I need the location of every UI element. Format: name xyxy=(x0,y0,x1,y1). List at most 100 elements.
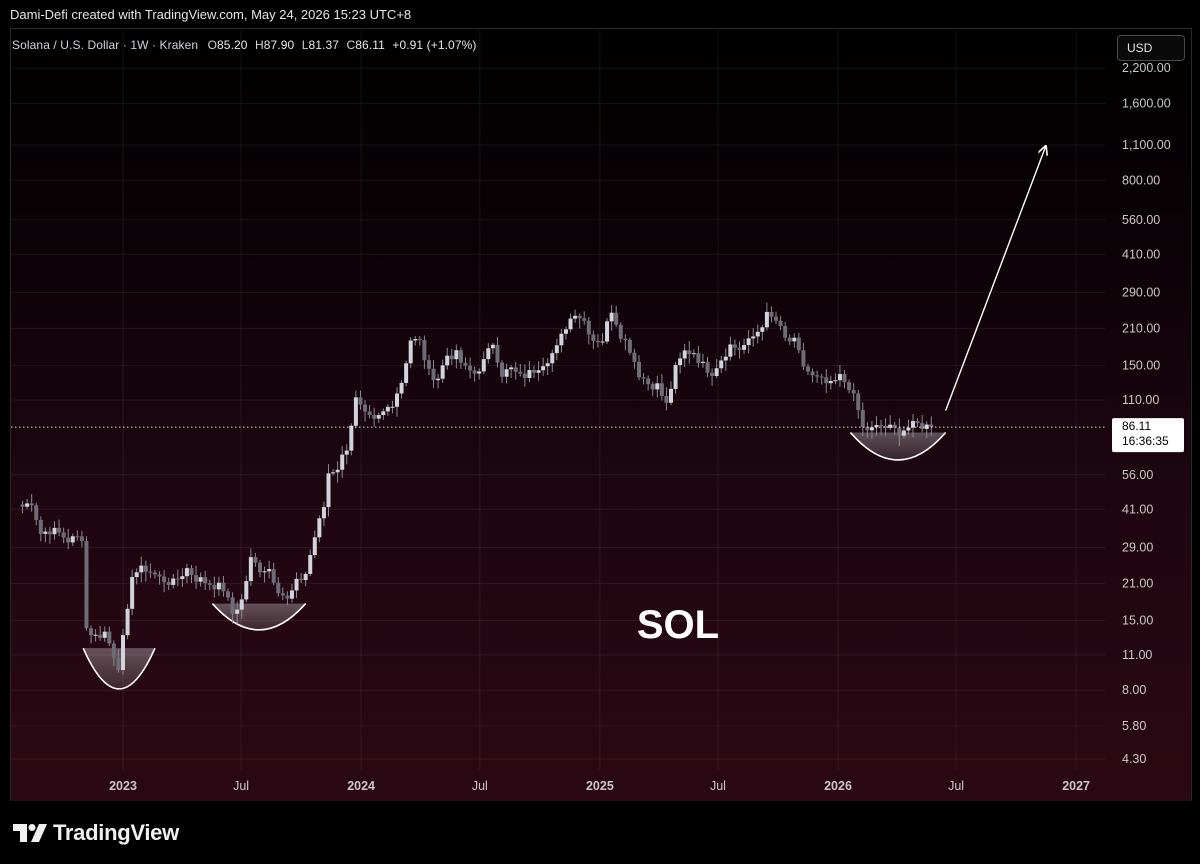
candle-body-down xyxy=(737,347,742,350)
candle-body-up xyxy=(198,577,203,582)
price-tick-label: 290.00 xyxy=(1122,286,1160,300)
candle-body-up xyxy=(445,355,450,366)
candle xyxy=(796,333,801,354)
candle xyxy=(29,494,34,512)
candle xyxy=(687,341,692,364)
candle xyxy=(605,318,610,344)
projection-arrow xyxy=(944,147,1046,411)
candle-body-up xyxy=(605,321,610,342)
price-tick-label: 15.00 xyxy=(1122,614,1153,628)
candle-body-up xyxy=(682,350,687,359)
candle xyxy=(431,359,436,388)
candle-body-up xyxy=(308,555,313,574)
candle-body-up xyxy=(477,371,482,374)
chart-frame[interactable] xyxy=(10,28,1192,802)
candle-body-down xyxy=(623,338,628,340)
candle-body-up xyxy=(911,421,916,428)
candle xyxy=(376,412,381,423)
candle-body-up xyxy=(376,415,381,419)
candle-body-down xyxy=(111,643,116,658)
candle-body-down xyxy=(929,424,934,428)
symbol-title: Solana / U.S. Dollar · 1W · Kraken xyxy=(12,38,199,52)
candle xyxy=(897,418,902,446)
candle xyxy=(171,573,176,589)
candle xyxy=(271,562,276,586)
price-tick-label: 210.00 xyxy=(1122,321,1160,335)
rounded-bottom-curve xyxy=(849,431,947,461)
candle xyxy=(280,587,285,601)
candle xyxy=(308,549,313,577)
candle xyxy=(774,311,779,325)
price-tick-label: 41.00 xyxy=(1122,502,1153,516)
candle xyxy=(751,328,756,347)
candle-body-up xyxy=(673,365,678,389)
candle xyxy=(563,326,568,340)
rounded-bottom-curve xyxy=(82,647,156,690)
candle xyxy=(221,575,226,597)
candle-body-down xyxy=(778,320,783,327)
candle xyxy=(289,584,294,603)
candle-body-up xyxy=(888,424,893,428)
candle-body-down xyxy=(810,371,815,376)
candle xyxy=(874,416,879,436)
candle-body-down xyxy=(212,584,217,590)
author-credit: Dami-Defi created with TradingView.com, … xyxy=(10,7,412,22)
candle xyxy=(618,322,623,343)
candle xyxy=(426,354,431,376)
candle-body-down xyxy=(253,557,258,563)
candle-body-up xyxy=(267,569,272,572)
candle-body-down xyxy=(518,371,523,374)
candle xyxy=(262,566,267,583)
candle-body-down xyxy=(860,409,865,428)
candle-body-down xyxy=(230,597,235,614)
candle xyxy=(367,404,372,419)
candle-body-up xyxy=(381,411,386,416)
candle xyxy=(522,364,527,387)
candle-body-up xyxy=(244,581,249,600)
candle xyxy=(655,375,660,398)
candle xyxy=(52,521,57,540)
candle-body-up xyxy=(454,350,459,360)
candle-body-up xyxy=(93,634,98,636)
candle-body-up xyxy=(349,425,354,451)
candle xyxy=(668,381,673,406)
candle-body-down xyxy=(463,362,468,366)
candle xyxy=(312,530,317,559)
candle-body-down xyxy=(89,628,94,636)
low-label: L xyxy=(301,38,309,52)
candle xyxy=(746,330,751,354)
candle-body-up xyxy=(746,338,751,346)
candle-body-up xyxy=(545,363,550,367)
candle xyxy=(257,560,262,578)
candle xyxy=(856,389,861,419)
candle-body-down xyxy=(472,370,477,374)
candle-body-down xyxy=(897,427,902,436)
candle xyxy=(299,572,304,584)
candle-body-down xyxy=(162,576,167,583)
currency-button[interactable]: USD xyxy=(1117,35,1185,61)
time-axis[interactable]: 2023 Jul 2024 Jul 2025 Jul 2026 Jul 2027 xyxy=(109,779,1090,793)
candle-body-up xyxy=(25,503,30,507)
candle xyxy=(93,629,98,642)
candle-body-down xyxy=(203,577,208,584)
candle xyxy=(500,360,505,383)
candle-body-up xyxy=(559,333,564,346)
candle xyxy=(755,324,760,344)
candle xyxy=(317,515,322,543)
candle xyxy=(860,402,865,437)
candle xyxy=(79,531,84,548)
candle-body-up xyxy=(440,365,445,379)
candle xyxy=(842,369,847,389)
candle-body-down xyxy=(783,326,788,338)
candle xyxy=(116,649,121,673)
candle-body-up xyxy=(171,578,176,585)
candle xyxy=(728,336,733,361)
candle-body-up xyxy=(541,366,546,371)
tradingview-brand[interactable]: TradingView xyxy=(13,820,179,846)
candle-body-down xyxy=(417,339,422,341)
price-axis[interactable]: 2,200.00 1,600.00 1,100.00 800.00 560.00 410.… xyxy=(1122,61,1171,766)
candle-body-up xyxy=(335,469,340,473)
candle xyxy=(495,337,500,368)
candle-body-down xyxy=(495,344,500,363)
